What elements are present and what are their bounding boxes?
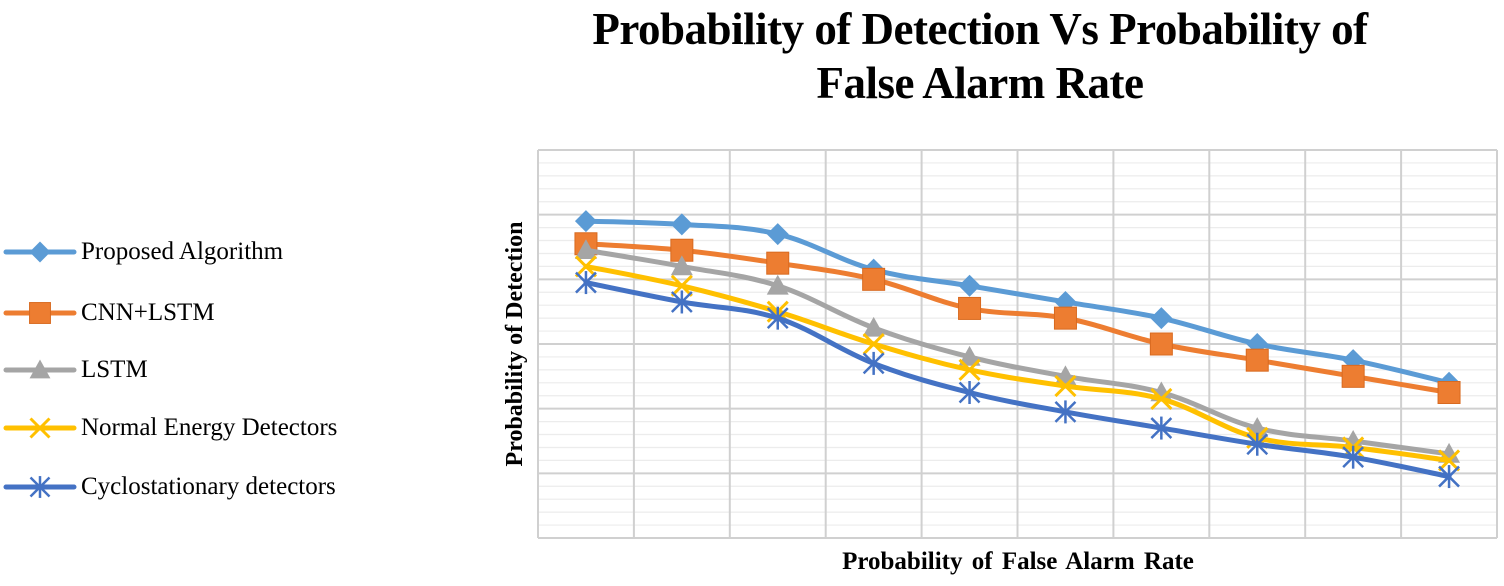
legend-item-lstm: LSTM [0,350,148,390]
series-cyclostationary-detectors [575,271,1460,489]
asterisk-marker-icon [3,476,77,498]
legend-label: CNN+LSTM [81,299,215,326]
legend-label: Proposed Algorithm [81,238,284,265]
chart-title-line-2: False Alarm Rate [816,58,1144,108]
legend-label: Normal Energy Detectors [81,414,338,441]
legend-item-cnn-lstm: CNN+LSTM [0,293,215,333]
series-cnn-lstm [574,232,1461,404]
legend-label: Cyclostationary detectors [81,473,336,500]
y-axis-label: Probability of Detection [502,221,528,467]
data-series [574,210,1461,489]
triangle-marker-icon [3,359,77,379]
square-marker-icon [3,302,77,324]
chart-title-line-1: Probability of Detection Vs Probability … [592,4,1368,54]
diamond-marker-icon [3,241,77,263]
chart-title: Probability of Detection Vs Probability … [520,2,1440,110]
legend-item-cyclostationary-detectors: Cyclostationary detectors [0,467,336,507]
legend-label: LSTM [81,356,148,383]
legend-item-proposed-algorithm: Proposed Algorithm [0,232,283,272]
x-marker-icon [3,417,77,439]
legend-item-normal-energy-detectors: Normal Energy Detectors [0,408,337,448]
x-axis-label: Probability of False Alarm Rate [842,548,1194,575]
gridlines [537,149,1498,539]
